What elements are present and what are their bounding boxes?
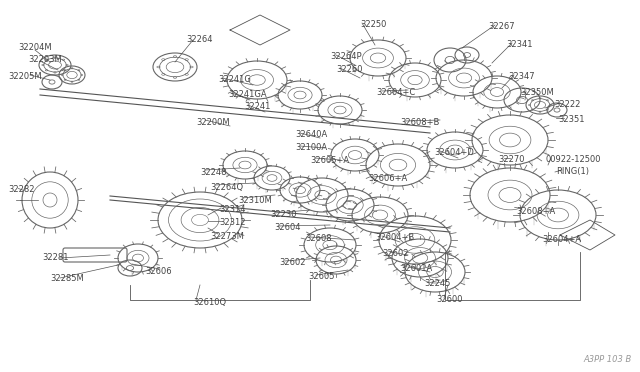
Text: 32341: 32341 bbox=[506, 40, 532, 49]
Text: 32222: 32222 bbox=[554, 100, 580, 109]
Text: 32204M: 32204M bbox=[18, 43, 52, 52]
Text: 32604+C: 32604+C bbox=[376, 88, 415, 97]
Text: 32604+B: 32604+B bbox=[375, 233, 414, 242]
Text: 32203M: 32203M bbox=[28, 55, 61, 64]
Text: 32640A: 32640A bbox=[295, 130, 327, 139]
Text: 32310M: 32310M bbox=[238, 196, 272, 205]
Text: 32267: 32267 bbox=[488, 22, 515, 31]
Text: 32264Q: 32264Q bbox=[210, 183, 243, 192]
Text: 32241: 32241 bbox=[244, 102, 270, 111]
Text: 32264: 32264 bbox=[186, 35, 212, 44]
Text: 32608+B: 32608+B bbox=[400, 118, 440, 127]
Text: 32606: 32606 bbox=[145, 267, 172, 276]
Text: 32604+A: 32604+A bbox=[542, 235, 581, 244]
Text: 32241G: 32241G bbox=[218, 75, 251, 84]
Text: 32273M: 32273M bbox=[210, 232, 244, 241]
Text: 32260: 32260 bbox=[336, 65, 362, 74]
Text: 32282: 32282 bbox=[8, 185, 35, 194]
Text: 32602: 32602 bbox=[279, 258, 305, 267]
Text: 32605+A: 32605+A bbox=[310, 156, 349, 165]
Text: 32230: 32230 bbox=[270, 210, 296, 219]
Text: 32604+D: 32604+D bbox=[434, 148, 474, 157]
Text: 32241GA: 32241GA bbox=[228, 90, 267, 99]
Text: 32270: 32270 bbox=[498, 155, 525, 164]
Text: 32610Q: 32610Q bbox=[193, 298, 226, 307]
Text: 00922-12500: 00922-12500 bbox=[545, 155, 600, 164]
Text: 32604: 32604 bbox=[274, 223, 301, 232]
Text: 32285M: 32285M bbox=[50, 274, 84, 283]
Text: 32605: 32605 bbox=[308, 272, 335, 281]
Text: 32606+A: 32606+A bbox=[368, 174, 407, 183]
Text: RING(1): RING(1) bbox=[556, 167, 589, 176]
Text: 32248: 32248 bbox=[200, 168, 227, 177]
Text: 32351: 32351 bbox=[558, 115, 584, 124]
Text: 32608: 32608 bbox=[305, 234, 332, 243]
Text: 32314: 32314 bbox=[219, 205, 246, 214]
Text: 32602: 32602 bbox=[382, 249, 408, 258]
Text: 32600: 32600 bbox=[436, 295, 463, 304]
Text: 32245: 32245 bbox=[424, 279, 451, 288]
Text: 32250: 32250 bbox=[360, 20, 387, 29]
Text: A3PP 103 B: A3PP 103 B bbox=[584, 355, 632, 364]
Text: 32100A: 32100A bbox=[295, 143, 327, 152]
Text: 32205M: 32205M bbox=[8, 72, 42, 81]
Text: 32347: 32347 bbox=[508, 72, 534, 81]
Text: 32281: 32281 bbox=[42, 253, 68, 262]
Text: 32350M: 32350M bbox=[520, 88, 554, 97]
Text: 32200M: 32200M bbox=[196, 118, 230, 127]
Text: 32312: 32312 bbox=[219, 218, 246, 227]
Text: 32601A: 32601A bbox=[400, 264, 432, 273]
Text: 32608+A: 32608+A bbox=[516, 207, 556, 216]
Text: 32264P: 32264P bbox=[330, 52, 362, 61]
